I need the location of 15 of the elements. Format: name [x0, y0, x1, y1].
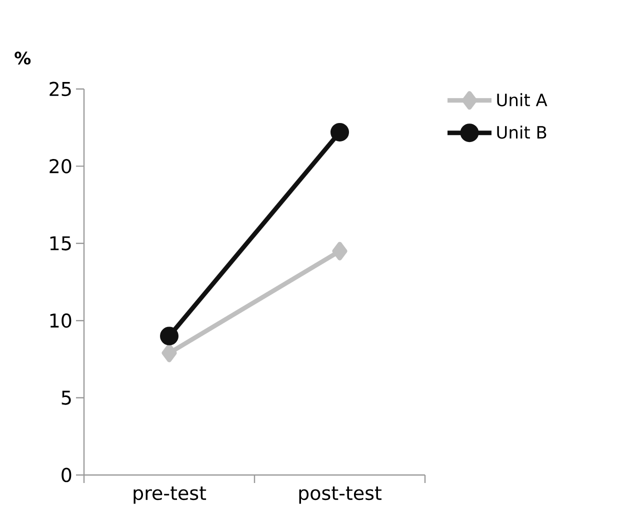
y-axis-title: %	[14, 52, 31, 65]
y-tick-label: 5	[62, 390, 71, 405]
y-tick-label: 20	[50, 159, 72, 174]
point	[330, 122, 349, 142]
x-tick-label: post-test	[299, 486, 382, 504]
y-tick-label: 0	[62, 468, 72, 482]
point	[160, 326, 179, 346]
point	[332, 242, 348, 260]
legend-label: Unit B	[497, 126, 546, 139]
y-tick-label: 15	[50, 236, 71, 250]
y-tick-label: 25	[50, 82, 71, 96]
x-tick-label: pre-test	[134, 486, 206, 504]
point	[162, 344, 177, 362]
y-tick-label: 10	[50, 313, 72, 328]
legend-label: Unit A	[497, 93, 548, 106]
